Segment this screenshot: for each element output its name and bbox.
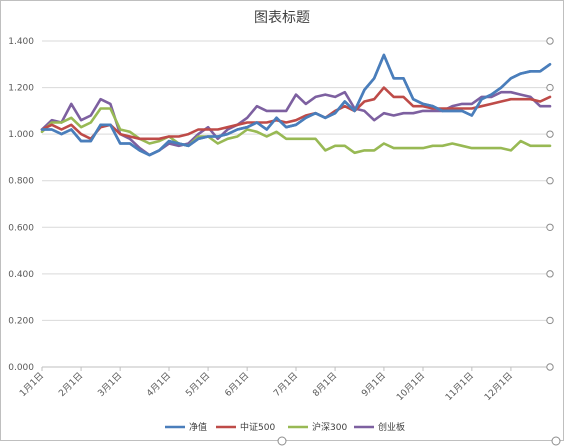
y-tick-label: 1.200 [8,84,34,94]
chart-title[interactable]: 图表标题 [254,10,310,26]
series-lines [40,53,552,157]
resize-handles[interactable] [277,37,561,446]
legend-label: 沪深300 [312,421,347,433]
resize-handle[interactable] [546,363,554,371]
legend-label: 净值 [189,421,207,433]
y-tick-label: 0.400 [8,270,34,280]
resize-handle[interactable] [551,436,561,446]
resize-handle[interactable] [546,177,554,185]
resize-handle[interactable] [277,436,287,446]
series-line-1 [40,86,552,141]
resize-handle[interactable] [546,130,554,138]
y-tick-label: 0.000 [8,363,34,373]
y-tick-label: 0.200 [8,316,34,326]
gridlines [42,40,550,368]
legend: 净值 中证500 沪深300 创业板 [165,421,405,433]
legend-label: 中证500 [240,421,275,433]
resize-handle[interactable] [546,223,554,231]
y-tick-label: 1.000 [8,130,34,140]
resize-handle[interactable] [546,83,554,92]
series-line-0-top [42,53,551,157]
series-line-2 [40,107,552,155]
resize-handle[interactable] [546,270,554,278]
legend-label: 创业板 [378,421,405,433]
y-tick-label: 0.600 [8,223,34,233]
y-axis-tick-labels: 0.000 0.200 0.400 0.600 0.800 1.000 1.200 1.400 [8,37,34,373]
y-tick-label: 0.800 [8,177,34,187]
resize-handle[interactable] [546,37,554,45]
resize-handle[interactable] [546,316,554,325]
series-line-3 [40,90,552,157]
y-tick-label: 1.400 [8,37,34,47]
